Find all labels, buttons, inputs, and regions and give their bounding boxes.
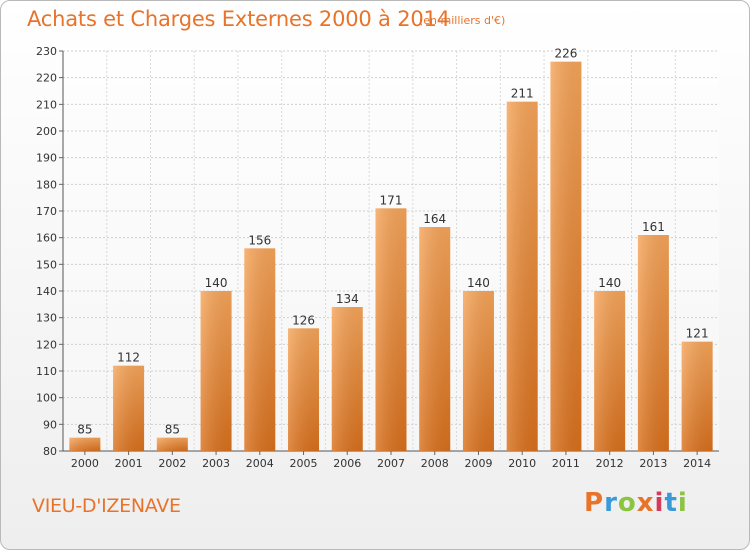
x-tick-label: 2005 xyxy=(290,457,318,470)
bar-shade xyxy=(506,101,538,452)
y-tick-label: 190 xyxy=(36,152,57,165)
bars xyxy=(69,61,713,452)
bar-value-label: 85 xyxy=(77,423,92,437)
y-tick-label: 130 xyxy=(36,312,57,325)
bar-shade xyxy=(550,61,582,452)
y-tick-label: 170 xyxy=(36,205,57,218)
bar-chart: 80 90 100 110 120 130 140 150 160 170 180 190 200 210… xyxy=(36,45,719,470)
y-tick-label: 150 xyxy=(36,258,57,271)
bar-value-label: 140 xyxy=(205,276,228,290)
x-tick-label: 2002 xyxy=(158,457,186,470)
bar-value-label: 161 xyxy=(642,220,665,234)
y-tick-label: 120 xyxy=(36,338,57,351)
x-tick-label: 2011 xyxy=(552,457,580,470)
bar-shade xyxy=(462,291,494,451)
y-tick-label: 100 xyxy=(36,392,57,405)
y-tick-label: 180 xyxy=(36,178,57,191)
y-tick-label: 220 xyxy=(36,72,57,85)
bar-value-label: 85 xyxy=(165,423,180,437)
bar-value-label: 112 xyxy=(117,351,140,365)
logo-letter: x xyxy=(636,488,655,518)
bar-shade xyxy=(244,248,276,451)
x-tick-label: 2000 xyxy=(71,457,99,470)
logo-letter: i xyxy=(677,488,688,518)
y-tick-label: 80 xyxy=(43,445,57,458)
labels: 85 2000 112 2001 85 2002 140 2003 156 2004 126 2005… xyxy=(71,47,711,470)
bar-value-label: 126 xyxy=(292,313,315,327)
logo-letter: i xyxy=(654,488,665,518)
bar-shade xyxy=(594,291,626,451)
x-tick-label: 2003 xyxy=(202,457,230,470)
logo-letter: t xyxy=(664,488,678,518)
x-tick-label: 2007 xyxy=(377,457,405,470)
y-tick-label: 210 xyxy=(36,98,57,111)
bar-value-label: 211 xyxy=(511,87,534,101)
bar-value-label: 121 xyxy=(686,327,709,341)
y-tick-label: 90 xyxy=(43,418,57,431)
bar-shade xyxy=(156,437,188,451)
bar-shade xyxy=(375,208,407,451)
bar-value-label: 171 xyxy=(380,193,403,207)
bar-value-label: 156 xyxy=(248,233,271,247)
proxiti-logo[interactable]: Proxiti xyxy=(584,488,688,518)
bar-value-label: 134 xyxy=(336,292,359,306)
x-tick-label: 2012 xyxy=(596,457,624,470)
x-tick-label: 2006 xyxy=(333,457,361,470)
bar-value-label: 226 xyxy=(554,47,577,61)
chart-title: Achats et Charges Externes 2000 à 2014 xyxy=(27,7,450,31)
logo-letter: r xyxy=(604,488,618,518)
logo-letter: P xyxy=(584,488,605,518)
y-tick-label: 200 xyxy=(36,125,57,138)
logo-letter: o xyxy=(617,488,637,518)
x-tick-label: 2004 xyxy=(246,457,274,470)
y-tick-label: 160 xyxy=(36,232,57,245)
y-tick-label: 230 xyxy=(36,45,57,58)
x-tick-label: 2013 xyxy=(639,457,667,470)
y-tick-label: 140 xyxy=(36,285,57,298)
bar-value-label: 140 xyxy=(598,276,621,290)
bar-shade xyxy=(69,437,101,451)
x-tick-label: 2009 xyxy=(464,457,492,470)
bar-shade xyxy=(200,291,232,451)
bar-shade xyxy=(331,307,363,451)
x-tick-label: 2010 xyxy=(508,457,536,470)
bar-shade xyxy=(637,235,669,451)
y-tick-label: 110 xyxy=(36,365,57,378)
place-name: VIEU-D'IZENAVE xyxy=(32,495,181,517)
bar-shade xyxy=(419,227,451,451)
bar-value-label: 140 xyxy=(467,276,490,290)
x-tick-label: 2014 xyxy=(683,457,711,470)
chart-subtitle: (en milliers d'€) xyxy=(419,14,506,27)
bar-value-label: 164 xyxy=(423,212,446,226)
x-tick-label: 2001 xyxy=(115,457,143,470)
bar-shade xyxy=(681,341,713,451)
x-tick-label: 2008 xyxy=(421,457,449,470)
bar-shade xyxy=(288,328,320,451)
bar-shade xyxy=(113,365,145,451)
